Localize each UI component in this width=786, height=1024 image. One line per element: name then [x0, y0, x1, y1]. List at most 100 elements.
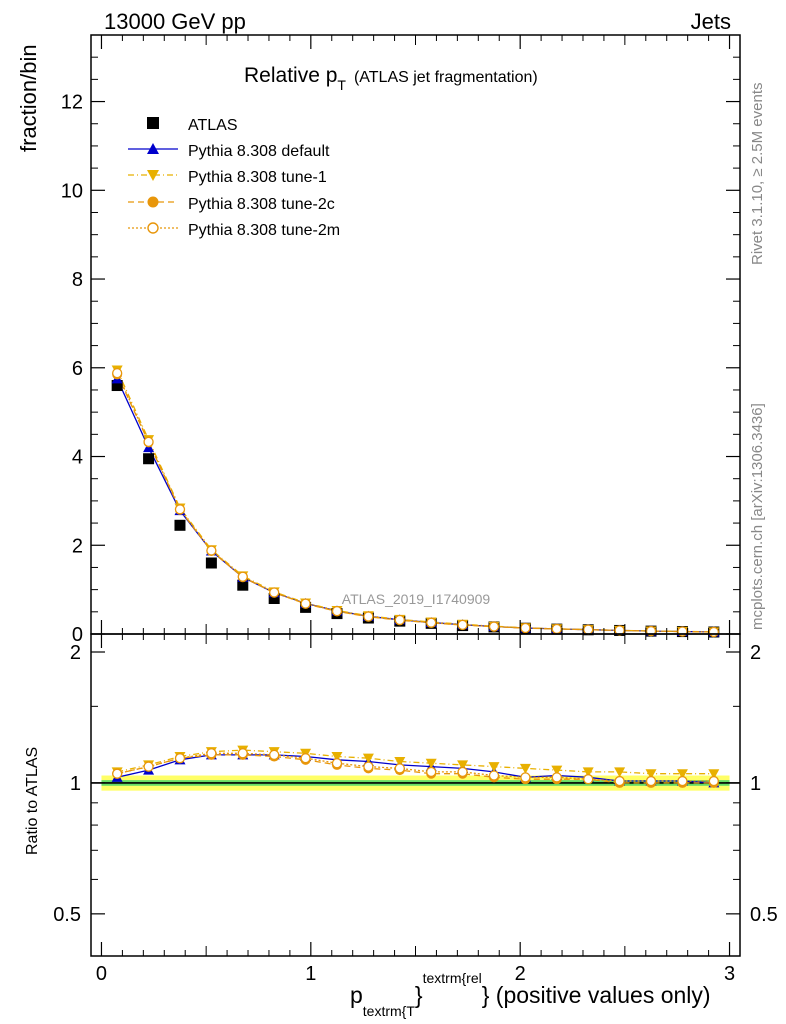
x-label-brace: } [415, 982, 423, 1008]
main-series [111, 365, 720, 638]
main-y-tick-label: 10 [61, 180, 83, 202]
legend-default-marker [147, 143, 159, 154]
main-series-marker [426, 617, 437, 628]
x-label-tail: } (positive values only) [482, 982, 711, 1008]
ratio-series-marker [331, 758, 343, 769]
ratio-series [111, 745, 720, 788]
ratio-series-line [117, 754, 714, 784]
ratio-series-marker [394, 757, 406, 768]
ratio-series-marker [143, 761, 154, 772]
legend-tune2c-label: Pythia 8.308 tune-2c [188, 196, 335, 213]
x-tick-label: 2 [515, 963, 526, 985]
ratio-series-marker [457, 766, 468, 778]
legend: ATLAS Pythia 8.308 default Pythia 8.308 … [128, 117, 340, 239]
ratio-plot-frame [90, 633, 741, 957]
title-note: (ATLAS jet fragmentation) [354, 69, 538, 86]
ratio-series-marker [708, 775, 719, 787]
ratio-series-marker [394, 763, 405, 774]
ratio-series-line [117, 749, 714, 775]
x-tick-label: 0 [96, 963, 107, 985]
legend-default-label: Pythia 8.308 default [188, 143, 330, 160]
legend-atlas-marker [147, 117, 159, 129]
x-tick-label: 1 [305, 963, 316, 985]
ratio-series-marker [582, 767, 594, 778]
ratio-series-marker [112, 768, 123, 779]
ratio-y-tick-label-right: 0.5 [750, 904, 778, 926]
ratio-series-marker [519, 763, 531, 774]
x-axis-label: ptextrm{T}textrm{rel} (positive values o… [350, 970, 711, 1019]
legend-tune2c: Pythia 8.308 tune-2c [128, 196, 335, 213]
ratio-y-axis-label: Ratio to ATLAS [24, 747, 41, 855]
main-y-axis-label: fraction/bin [16, 44, 41, 152]
title-subscript: T [337, 77, 346, 93]
legend-atlas-label: ATLAS [188, 117, 238, 134]
main-series-marker [457, 619, 468, 631]
x-label-main: p [350, 982, 363, 1008]
rivet-version-label: Rivet 3.1.10, ≥ 2.5M events [749, 83, 766, 266]
legend-tune1-label: Pythia 8.308 tune-1 [188, 169, 327, 186]
atlas-data-point [174, 519, 186, 531]
svg-text:Relative pT(ATLAS jet fragment: Relative pT (ATLAS jet fragmentation) [244, 64, 538, 93]
main-series-marker [300, 598, 311, 609]
ratio-y-ticks: 0.5 0.5 1 1 2 2 [53, 642, 778, 926]
legend-tune1: Pythia 8.308 tune-1 [128, 169, 327, 186]
main-y-tick-label: 12 [61, 92, 83, 114]
ratio-series-line [117, 752, 714, 782]
ratio-series-marker [488, 770, 500, 781]
ratio-series-marker [174, 753, 186, 764]
main-series-marker [112, 367, 123, 379]
legend-default: Pythia 8.308 default [128, 143, 330, 160]
x-label-subscript: textrm{T [363, 1003, 416, 1019]
ratio-series-marker [300, 753, 311, 764]
ratio-series-marker [645, 769, 657, 780]
ratio-uncertainty-band [91, 775, 740, 791]
ratio-series-marker [583, 774, 594, 785]
ratio-series-marker [426, 766, 437, 778]
legend-tune2m-label: Pythia 8.308 tune-2m [188, 222, 340, 239]
watermark-label: ATLAS_2019_I1740909 [342, 591, 491, 607]
ratio-series-marker [645, 775, 657, 787]
ratio-series-marker [614, 767, 626, 778]
main-series-marker [143, 436, 154, 448]
ratio-y-tick-label: 2 [70, 642, 81, 664]
main-y-tick-label: 2 [72, 535, 83, 557]
svg-text:ptextrm{T}textrm{rel} (positiv: ptextrm{T}textrm{rel} (positive values o… [350, 970, 711, 1019]
main-series-marker [583, 624, 594, 635]
main-y-ticks: 0 2 4 6 8 10 12 [61, 56, 740, 646]
main-series-marker [331, 605, 343, 617]
ratio-series-marker [457, 760, 469, 771]
legend-tune1-marker [147, 170, 159, 181]
main-series-marker [488, 621, 500, 632]
ratio-y-tick-label: 0.5 [53, 904, 81, 926]
main-series-marker [614, 625, 625, 636]
main-series-marker [174, 504, 186, 515]
atlas-data-point [111, 380, 123, 392]
ratio-series-marker [363, 761, 374, 772]
main-series-marker [708, 626, 719, 638]
ratio-series-marker [520, 772, 531, 783]
main-series-marker [206, 545, 217, 556]
main-y-tick-label: 6 [72, 358, 83, 380]
legend-tune2c-marker [147, 196, 159, 208]
main-y-tick-label: 4 [72, 447, 83, 469]
main-series-marker [269, 587, 280, 598]
ratio-series-marker [551, 765, 563, 776]
ratio-series-marker [331, 752, 343, 763]
legend-tune2m: Pythia 8.308 tune-2m [128, 222, 340, 239]
atlas-data-point [237, 579, 249, 591]
ratio-y-tick-label-right: 1 [750, 773, 761, 795]
ratio-y-tick-label: 1 [70, 773, 81, 795]
ratio-series-marker [362, 753, 374, 764]
main-series-marker [237, 571, 248, 582]
ratio-series-marker [237, 748, 248, 759]
main-series-marker [363, 611, 374, 622]
x-tick-label: 3 [724, 963, 735, 985]
ratio-series-marker [614, 775, 625, 787]
legend-atlas: ATLAS [147, 117, 238, 134]
main-y-tick-label: 8 [72, 269, 83, 291]
header-energy-label: 13000 GeV pp [104, 9, 246, 34]
ratio-series-marker [677, 775, 688, 787]
ratio-series-marker [708, 769, 720, 780]
ratio-series-marker [488, 762, 500, 773]
